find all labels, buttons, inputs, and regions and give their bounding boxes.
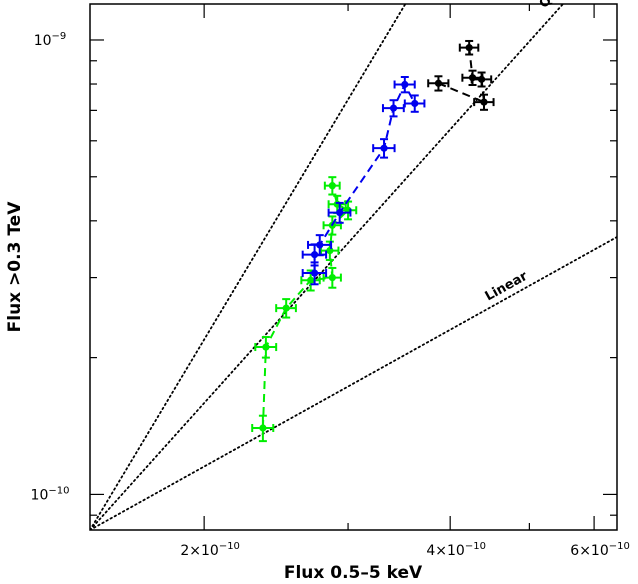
y-axis-label: Flux >0.3 TeV [5, 201, 25, 333]
reference-line-label: Quadratic [537, 0, 596, 11]
data-series [251, 39, 495, 443]
data-point [381, 99, 405, 118]
series-line [261, 185, 350, 429]
data-point [403, 94, 426, 113]
series [301, 75, 426, 286]
x-tick-label: 2×10−10 [180, 541, 240, 559]
series [251, 176, 358, 443]
x-axis-label: Flux 0.5–5 keV [284, 563, 423, 583]
data-point [323, 176, 341, 196]
data-point [254, 336, 278, 359]
data-point [473, 93, 495, 111]
data-point [327, 201, 352, 224]
data-point [275, 298, 297, 319]
reference-lines [90, 4, 617, 530]
x-tick-label: 4×10−10 [426, 541, 486, 559]
y-tick-label: 10−9 [34, 31, 67, 49]
y-tick-label: 10−10 [31, 485, 70, 503]
reference-line [90, 4, 407, 530]
data-point [322, 266, 342, 289]
x-tick-label: 6×10−10 [570, 541, 630, 559]
plot-frame [89, 3, 618, 531]
reference-line [90, 4, 565, 530]
series [427, 39, 495, 111]
axis-ticks [90, 4, 617, 530]
data-point [393, 75, 416, 94]
data-point [461, 69, 484, 87]
reference-line [90, 235, 617, 530]
data-point [458, 39, 480, 56]
data-point [427, 75, 450, 92]
data-point [307, 234, 333, 257]
series-line [438, 47, 486, 104]
data-point [372, 138, 396, 159]
data-point [251, 414, 275, 443]
